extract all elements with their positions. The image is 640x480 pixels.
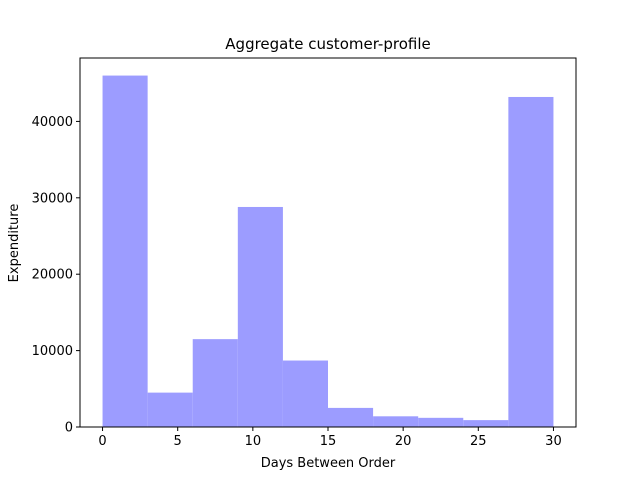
y-tick-label-2: 20000 <box>32 268 73 283</box>
x-tick-label-6: 30 <box>545 434 562 449</box>
histogram-bar-1 <box>147 392 193 427</box>
histogram-bar-5 <box>328 407 374 427</box>
y-tick-label-0: 0 <box>65 421 73 436</box>
y-axis-ticks: 0 10000 20000 30000 40000 <box>32 115 80 436</box>
histogram-bar-7 <box>418 417 464 427</box>
x-tick-label-2: 10 <box>245 434 262 449</box>
y-axis-label: Expenditure <box>7 204 22 283</box>
histogram-bar-4 <box>282 360 328 427</box>
histogram-bar-6 <box>373 416 419 427</box>
y-tick-label-3: 30000 <box>32 191 73 206</box>
x-tick-label-0: 0 <box>98 434 106 449</box>
histogram-bar-3 <box>237 206 283 427</box>
x-tick-label-3: 15 <box>320 434 337 449</box>
histogram-bar-0 <box>102 75 148 428</box>
chart-title: Aggregate customer-profile <box>225 35 430 53</box>
bars-group <box>102 75 554 428</box>
y-tick-label-1: 10000 <box>32 344 73 359</box>
histogram-bar-8 <box>463 420 509 427</box>
x-axis-ticks: 0 5 10 15 20 25 30 <box>98 427 562 449</box>
x-axis-label: Days Between Order <box>261 456 396 471</box>
x-tick-label-5: 25 <box>470 434 487 449</box>
y-tick-label-4: 40000 <box>32 115 73 130</box>
histogram-bar-2 <box>192 339 238 427</box>
histogram-bar-9 <box>508 96 554 427</box>
x-tick-label-4: 20 <box>395 434 412 449</box>
x-tick-label-1: 5 <box>174 434 182 449</box>
